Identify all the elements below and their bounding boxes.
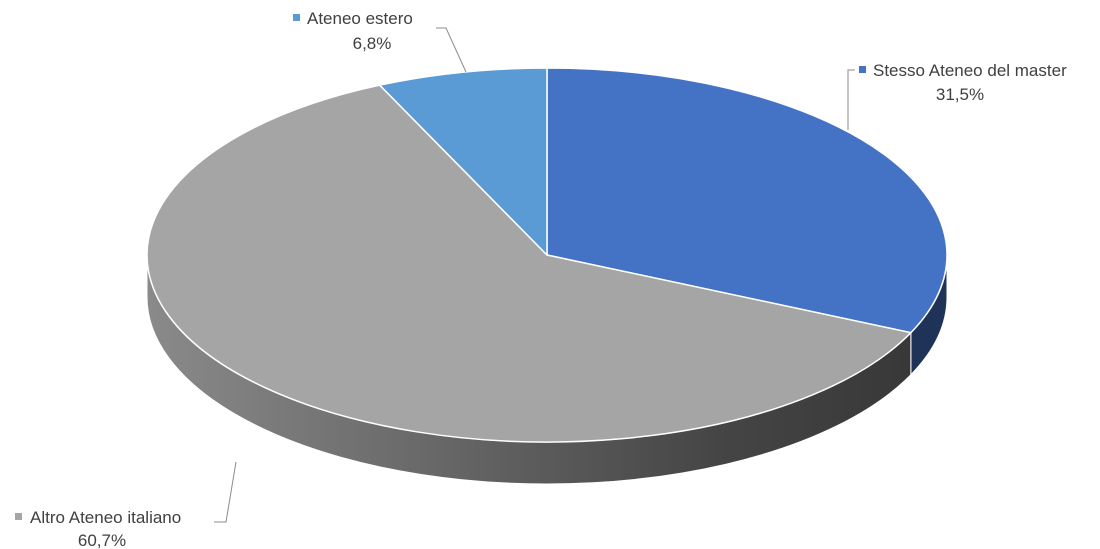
data-labels: Stesso Ateneo del master 31,5% Ateneo es… xyxy=(15,9,1067,549)
legend-marker-ateneo-estero xyxy=(293,14,300,21)
slice-value-altro-ateneo: 60,7% xyxy=(78,531,126,549)
leader-lines xyxy=(214,27,855,523)
leader-line-stesso-ateneo xyxy=(847,69,855,130)
slice-label-ateneo-estero: Ateneo estero xyxy=(307,9,413,28)
legend-marker-altro-ateneo xyxy=(15,513,22,520)
slice-value-stesso-ateneo: 31,5% xyxy=(936,85,984,104)
slice-label-stesso-ateneo: Stesso Ateneo del master xyxy=(873,61,1067,80)
leader-line-ateneo-estero xyxy=(436,27,467,73)
label-ateneo-estero: Ateneo estero 6,8% xyxy=(293,9,413,53)
pie-top-faces xyxy=(146,67,948,443)
label-altro-ateneo: Altro Ateneo italiano 60,7% xyxy=(15,508,181,549)
slice-value-ateneo-estero: 6,8% xyxy=(353,34,392,53)
legend-marker-stesso-ateneo xyxy=(859,66,866,73)
label-stesso-ateneo: Stesso Ateneo del master 31,5% xyxy=(859,61,1067,104)
slice-stesso-ateneo xyxy=(546,67,948,334)
slice-label-altro-ateneo: Altro Ateneo italiano xyxy=(30,508,181,527)
slice-altro-ateneo xyxy=(146,84,912,443)
slice-ateneo-estero xyxy=(378,67,548,256)
leader-line-altro-ateneo xyxy=(214,461,237,523)
